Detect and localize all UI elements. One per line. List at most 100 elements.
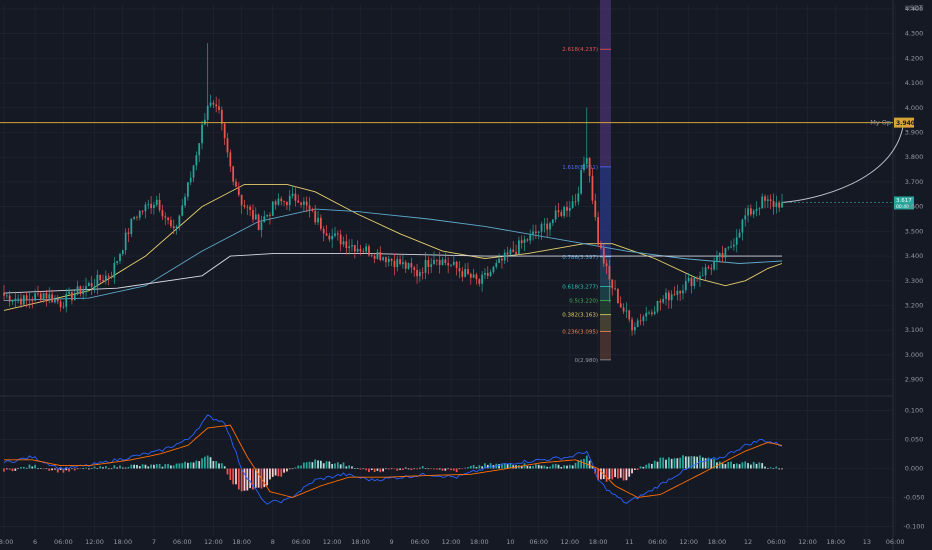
indicator-tick-label: -0.100 — [904, 522, 925, 530]
macd-histogram-bar — [540, 465, 543, 469]
macd-histogram-bar — [410, 468, 413, 471]
last-price-countdown: 00:40 — [896, 204, 909, 210]
macd-histogram-bar — [365, 468, 368, 471]
my-op-badge — [894, 117, 914, 128]
candle-body — [557, 210, 560, 213]
macd-histogram-bar — [781, 468, 783, 470]
macd-histogram-bar — [150, 464, 152, 469]
candle-body — [362, 251, 365, 253]
candles[interactable] — [3, 42, 783, 336]
candle-body — [512, 249, 515, 252]
macd-histogram-bar — [534, 464, 537, 469]
macd-histogram-bar — [532, 466, 534, 469]
macd-histogram-bar — [68, 468, 70, 472]
candle-body — [673, 294, 676, 296]
candle-body — [594, 200, 597, 218]
macd-histogram-bar — [667, 457, 670, 469]
time-tick-label: 06:00 — [529, 538, 548, 546]
time-tick-label: 18:00 — [470, 538, 489, 546]
macd-histogram-bar — [263, 468, 266, 488]
macd-histogram-bar — [254, 468, 257, 488]
macd-histogram-bar — [701, 457, 704, 469]
candle-body — [45, 293, 48, 299]
macd-histogram-bar — [20, 466, 22, 469]
candle-body — [104, 275, 107, 282]
candle-body — [464, 269, 467, 277]
candle-body — [495, 263, 498, 267]
macd-histogram-bar — [11, 468, 14, 472]
macd-histogram-bar — [90, 467, 93, 469]
macd-histogram-bar — [512, 465, 515, 469]
candle-body — [455, 261, 458, 269]
macd-histogram-bar — [766, 468, 769, 469]
candle-body — [215, 104, 218, 107]
projection-curve — [781, 122, 905, 203]
macd-histogram-bar — [506, 463, 509, 469]
macd-histogram-bar — [116, 467, 119, 469]
candle-body — [368, 246, 370, 256]
macd-histogram-bar — [727, 462, 730, 469]
macd-histogram-bar — [133, 464, 136, 469]
time-tick-label: 13 — [863, 538, 871, 546]
candle-body — [342, 241, 345, 245]
macd-histogram-bar — [252, 468, 254, 490]
macd-histogram-bar — [529, 466, 532, 469]
candle-body — [144, 204, 147, 212]
candle-body — [34, 293, 36, 301]
candle-body — [605, 263, 608, 266]
fib-level-label: 0.618(3.277) — [562, 284, 598, 290]
candle-body — [430, 264, 433, 267]
candle-body — [540, 224, 543, 232]
macd-histogram-bar — [503, 463, 506, 469]
macd-histogram-bar — [520, 465, 523, 469]
candle-body — [110, 276, 113, 278]
candle-body — [54, 298, 56, 303]
time-axis[interactable]: 18:00 6 06:00 12:00 18:00 7 06:00 12:00 18:00 8 06… — [0, 538, 905, 546]
candle-body — [503, 252, 506, 261]
time-tick-label: 8 — [271, 538, 275, 546]
macd-histogram-bar — [549, 466, 551, 469]
candle-body — [209, 102, 212, 106]
candle-body — [311, 209, 314, 211]
candle-body — [331, 235, 334, 240]
macd-histogram-bar — [690, 456, 693, 469]
candle-body — [653, 311, 656, 315]
candle-body — [48, 294, 51, 299]
price-axis[interactable]: 4.400 4.300 4.200 4.100 4.000 3.900 3.800 3.700… — [904, 5, 925, 530]
candle-body — [263, 216, 266, 223]
candle-body — [283, 201, 285, 203]
candle-body — [317, 217, 319, 223]
candle-body — [410, 263, 413, 268]
candle-body — [192, 165, 195, 178]
candle-body — [385, 257, 387, 263]
my-op-badge-value: 3.940 — [896, 120, 915, 127]
candle-body — [254, 214, 257, 220]
fib-level-label: 1.618(3.761) — [562, 165, 598, 171]
macd-histogram-bar — [121, 467, 124, 469]
candle-body — [665, 292, 667, 299]
candle-body — [220, 109, 223, 124]
candle-body — [580, 170, 583, 194]
candle-body — [402, 262, 404, 265]
macd-histogram-bar — [76, 468, 79, 470]
candle-body — [710, 268, 713, 270]
macd-histogram-bar — [34, 464, 36, 469]
macd-histogram-bar — [665, 459, 667, 469]
macd-histogram-bar — [220, 463, 223, 469]
candle-body — [280, 198, 283, 202]
macd-histogram-bar — [399, 468, 401, 470]
candle-body — [622, 307, 625, 312]
candle-body — [136, 216, 138, 218]
candle-body — [246, 206, 249, 208]
candle-body — [99, 274, 102, 280]
candle-body — [212, 102, 215, 105]
candle-body — [690, 277, 693, 286]
macd-histogram-bar — [45, 468, 48, 470]
time-tick-label: 06:00 — [411, 538, 430, 546]
macd-histogram-bar — [192, 462, 195, 469]
macd-histogram-bar — [650, 463, 653, 469]
candle-body — [775, 202, 778, 207]
candle-body — [478, 279, 481, 284]
